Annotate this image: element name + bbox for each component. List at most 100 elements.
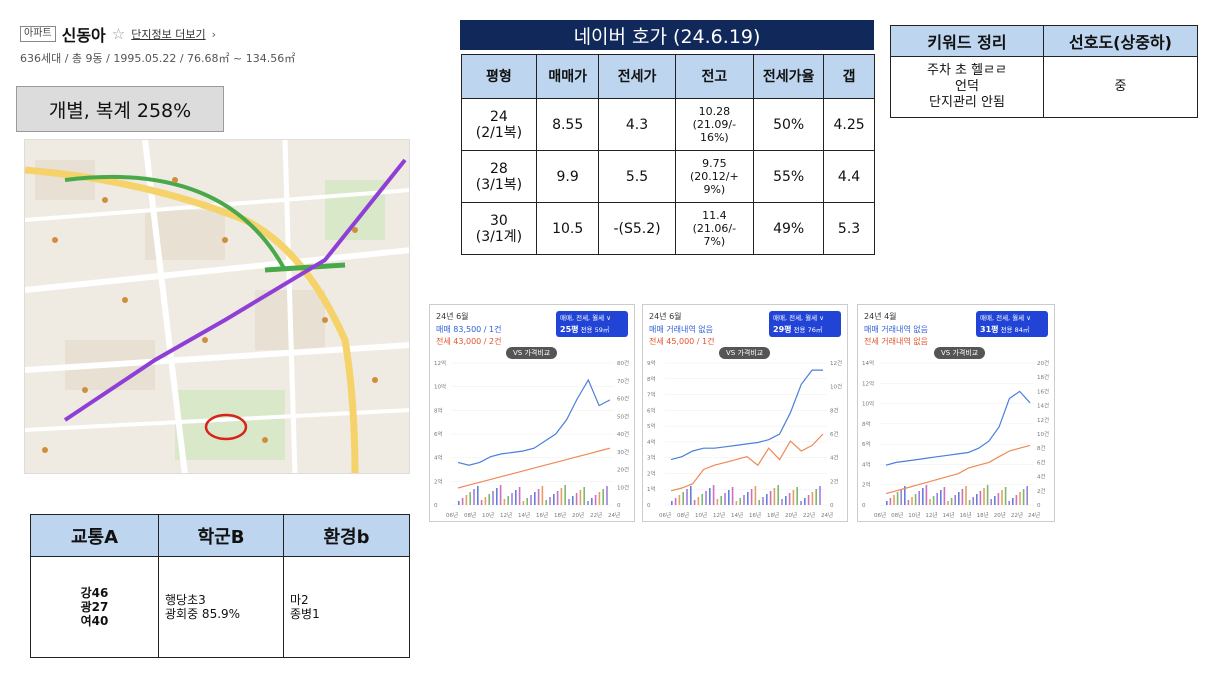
y-right-tick: 10건 xyxy=(830,384,842,391)
volume-bar xyxy=(674,498,677,505)
y-left-tick: 2억 xyxy=(647,469,656,477)
volume-bar xyxy=(690,486,692,505)
size-selector[interactable]: 매매, 전세, 월세 ∨ 31평 전용 84㎡ xyxy=(976,311,1048,337)
volume-bar xyxy=(480,500,483,505)
volume-bar xyxy=(526,498,528,505)
table-row: 강46 광27 여40 행당초3 광회중 85.9% 마2 종병1 xyxy=(30,556,410,658)
volume-bar xyxy=(541,486,544,505)
volume-bar xyxy=(518,487,521,505)
x-tick: 22년 xyxy=(590,511,602,519)
volume-bar xyxy=(720,496,722,505)
apartment-summary: 636세대 / 총 9동 / 1995.05.22 / 76.68㎡ ~ 134… xyxy=(20,52,296,65)
keyword-list: 주차 초 헬ㄹㄹ 언덕 단지관리 안됨 xyxy=(890,56,1044,118)
x-tick: 18년 xyxy=(767,511,779,519)
y-right-tick: 18건 xyxy=(1037,374,1049,381)
volume-bar xyxy=(950,498,953,505)
y-left-tick: 0 xyxy=(434,503,438,509)
y-right-tick: 8건 xyxy=(830,407,839,414)
volume-bar xyxy=(954,495,956,505)
area-rating-table: 교통A 학군B 환경b 강46 광27 여40 행당초3 광회중 85.9% 마… xyxy=(30,514,410,658)
volume-bar xyxy=(796,487,798,505)
y-left-tick: 2억 xyxy=(434,477,443,485)
x-tick: 10년 xyxy=(908,511,920,519)
sale-price-line xyxy=(457,378,611,466)
volume-bar xyxy=(932,496,935,505)
volume-bar xyxy=(469,492,471,505)
volume-bar xyxy=(804,498,806,505)
compare-button[interactable]: VS 가격비교 xyxy=(934,347,986,359)
y-right-tick: 40건 xyxy=(617,431,629,438)
volume-bar xyxy=(724,493,726,505)
y-right-tick: 70건 xyxy=(617,378,629,385)
compare-button[interactable]: VS 가격비교 xyxy=(719,347,771,359)
volume-bar xyxy=(811,492,814,505)
y-right-tick: 0 xyxy=(617,503,621,509)
price-chart-card-31[interactable]: 24년 4월 매매 거래내역 없음 전세 거래내역 없음 매매, 전세, 월세 … xyxy=(857,304,1055,522)
volume-bar xyxy=(484,497,487,505)
col-environment: 환경b xyxy=(283,514,410,557)
price-chart-card-29[interactable]: 24년 6월 매매 거래내역 없음 전세 45,000 / 1건 매매, 전세,… xyxy=(642,304,848,522)
col-preference: 선호도(상중하) xyxy=(1043,25,1198,57)
volume-bar xyxy=(594,495,597,505)
y-right-tick: 20건 xyxy=(617,467,629,474)
volume-bar xyxy=(712,485,715,505)
volume-bar xyxy=(1022,489,1025,505)
x-tick: 16년 xyxy=(960,511,972,519)
volume-bar xyxy=(800,501,802,505)
volume-bar xyxy=(572,496,574,505)
x-tick: 08년 xyxy=(464,511,476,519)
y-right-tick: 0 xyxy=(830,503,834,509)
volume-bar xyxy=(979,491,982,505)
col-jeonse: 전세가 xyxy=(598,54,676,99)
volume-bar xyxy=(560,488,563,505)
volume-bar xyxy=(1015,495,1018,505)
sale-summary: 매매 거래내역 없음 xyxy=(864,325,928,334)
volume-bar xyxy=(819,486,821,505)
map-graphic xyxy=(25,140,409,473)
y-left-tick: 8억 xyxy=(647,375,656,383)
compare-button[interactable]: VS 가격비교 xyxy=(506,347,558,359)
y-right-tick: 2건 xyxy=(1037,488,1046,495)
price-chart-card-25[interactable]: 24년 6월 매매 83,500 / 1건 전세 43,000 / 2건 매매,… xyxy=(429,304,635,522)
y-right-tick: 6건 xyxy=(1037,459,1046,466)
x-tick: 06년 xyxy=(446,511,458,519)
area-map[interactable] xyxy=(24,139,410,474)
volume-bar xyxy=(671,501,673,505)
more-info-link[interactable]: 단지정보 더보기 xyxy=(131,28,206,41)
volume-bar xyxy=(769,491,772,505)
star-icon[interactable]: ☆ xyxy=(111,25,126,43)
volume-bar xyxy=(943,487,946,505)
volume-bar xyxy=(976,494,978,505)
chevron-right-icon[interactable]: › xyxy=(211,27,216,41)
volume-bar xyxy=(762,497,764,505)
sale-price-line xyxy=(885,390,1031,466)
volume-bar xyxy=(777,485,779,505)
table-row: 30 (3/1계) 10.5 -(S5.2) 11.4 (21.06/- 7%) 49… xyxy=(461,202,875,255)
y-left-tick: 3억 xyxy=(647,454,656,462)
volume-bar xyxy=(1001,490,1003,505)
size-selector[interactable]: 매매, 전세, 월세 ∨ 25평 전용 59㎡ xyxy=(556,311,628,337)
volume-bar xyxy=(900,489,902,505)
volume-bar xyxy=(537,489,540,505)
y-right-tick: 12건 xyxy=(1037,417,1049,424)
x-tick: 12년 xyxy=(500,511,512,519)
y-left-tick: 10억 xyxy=(434,383,446,391)
x-tick: 22년 xyxy=(1011,511,1023,519)
volume-bar xyxy=(564,485,566,505)
x-tick: 14년 xyxy=(518,511,530,519)
school-values: 행당초3 광회중 85.9% xyxy=(158,556,284,658)
volume-bar xyxy=(477,486,479,505)
table-row: 주차 초 헬ㄹㄹ 언덕 단지관리 안됨 중 xyxy=(890,56,1198,118)
y-right-tick: 2건 xyxy=(830,478,839,485)
size-selector[interactable]: 매매, 전세, 월세 ∨ 29평 전용 76㎡ xyxy=(769,311,841,337)
col-keywords: 키워드 정리 xyxy=(890,25,1044,57)
x-tick: 06년 xyxy=(659,511,671,519)
volume-bar xyxy=(907,500,910,505)
volume-bar xyxy=(598,492,601,505)
y-left-tick: 4억 xyxy=(434,454,443,462)
volume-bar xyxy=(1004,487,1007,505)
volume-bar xyxy=(1026,486,1028,505)
volume-bar xyxy=(994,496,996,505)
volume-bar xyxy=(972,497,974,505)
volume-bar xyxy=(781,499,783,505)
